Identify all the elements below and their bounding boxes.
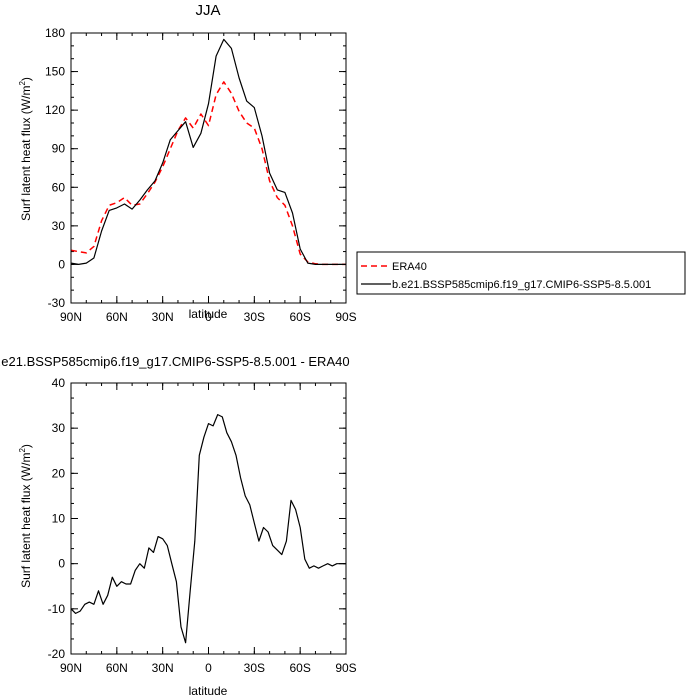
top-x-tick-label: 30N — [152, 310, 174, 324]
top-y-tick-label: 180 — [45, 26, 65, 40]
top-y-axis-label: Surf latent heat flux (W/m2) — [18, 77, 33, 221]
top-y-tick-label: 120 — [45, 103, 65, 117]
bottom-y-axis-label: Surf latent heat flux (W/m2) — [18, 444, 33, 588]
top-x-tick-label: 0 — [205, 310, 212, 324]
legend: ERA40 b.e21.BSSP585cmip6.f19_g17.CMIP6-S… — [356, 251, 686, 295]
top-series-lines — [70, 38, 346, 266]
bottom-plot-frame — [70, 382, 347, 655]
top-y-ticks: -30 0 30 60 90 120 150 180 — [45, 26, 346, 310]
bottom-series-lines — [70, 414, 346, 644]
bottom-y-tick-label: 30 — [52, 421, 66, 435]
bottom-y-tick-label: 40 — [52, 376, 66, 390]
top-x-tick-label: 90N — [60, 310, 82, 324]
bottom-y-tick-label: 10 — [52, 512, 66, 526]
top-y-tick-label: 30 — [52, 219, 66, 233]
legend-box — [356, 251, 686, 295]
top-panel: JJA Surf latent heat flux (W/m2) latitud… — [18, 2, 357, 324]
top-series-line-b-e21-bssp585cmip6-f19-g17-cmi — [70, 38, 346, 265]
legend-label-era40: ERA40 — [392, 261, 427, 273]
bottom-y-tick-label: 20 — [52, 466, 66, 480]
bottom-y-tick-label: 0 — [58, 557, 65, 571]
top-y-tick-label: 60 — [52, 180, 66, 194]
bottom-y-ticks: -20 -10 0 10 20 30 40 — [48, 376, 346, 661]
bottom-x-tick-label: 90S — [335, 661, 356, 675]
top-x-tick-label: 60S — [289, 310, 310, 324]
top-x-axis-label: latitude — [189, 307, 228, 321]
bottom-x-tick-label: 0 — [205, 661, 212, 675]
bottom-y-tick-label: -10 — [48, 602, 66, 616]
bottom-x-axis-label: latitude — [189, 684, 228, 698]
bottom-x-tick-label: 60N — [106, 661, 128, 675]
bottom-x-ticks: 90N 60N 30N 0 30S 60S 90S — [60, 383, 357, 675]
bottom-x-tick-label: 90N — [60, 661, 82, 675]
top-chart-title: JJA — [195, 2, 220, 19]
top-x-tick-label: 60N — [106, 310, 128, 324]
top-x-tick-label: 90S — [335, 310, 356, 324]
bottom-panel: b.e21.BSSP585cmip6.f19_g17.CMIP6-SSP5-8.… — [0, 354, 357, 698]
bottom-x-tick-label: 60S — [289, 661, 310, 675]
top-x-tick-label: 30S — [244, 310, 265, 324]
top-series-line-era40 — [70, 81, 346, 266]
top-y-tick-label: 150 — [45, 65, 65, 79]
bottom-series-line-difference — [70, 414, 346, 644]
top-x-ticks: 90N 60N 30N 0 30S 60S 90S — [60, 33, 357, 324]
top-plot-frame — [70, 32, 347, 304]
legend-label-model: b.e21.BSSP585cmip6.f19_g17.CMIP6-SSP5-8.… — [392, 279, 651, 291]
bottom-x-tick-label: 30N — [152, 661, 174, 675]
top-y-tick-label: -30 — [48, 296, 66, 310]
bottom-chart-title: b.e21.BSSP585cmip6.f19_g17.CMIP6-SSP5-8.… — [0, 354, 350, 369]
bottom-x-tick-label: 30S — [244, 661, 265, 675]
bottom-y-tick-label: -20 — [48, 647, 66, 661]
top-y-tick-label: 0 — [58, 257, 65, 271]
top-y-tick-label: 90 — [52, 142, 66, 156]
